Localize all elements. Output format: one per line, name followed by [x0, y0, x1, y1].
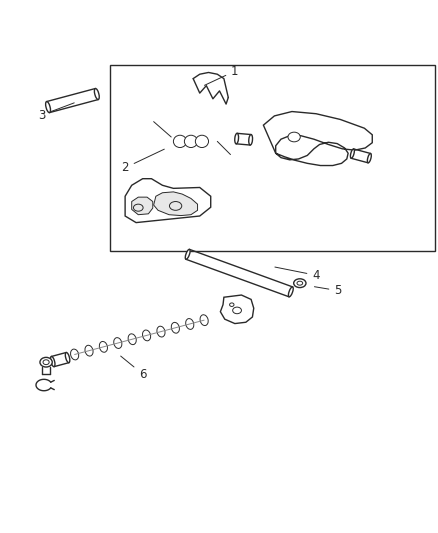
Ellipse shape [171, 322, 179, 333]
Text: 2: 2 [121, 149, 164, 174]
Ellipse shape [40, 357, 52, 367]
Ellipse shape [185, 319, 193, 329]
Polygon shape [131, 197, 152, 215]
Text: 6: 6 [120, 356, 146, 381]
Ellipse shape [297, 281, 302, 285]
Polygon shape [153, 192, 197, 215]
Text: 4: 4 [274, 267, 319, 282]
Ellipse shape [350, 149, 353, 158]
Ellipse shape [232, 307, 241, 314]
Ellipse shape [287, 132, 300, 142]
Ellipse shape [128, 334, 136, 345]
Ellipse shape [50, 357, 55, 367]
Ellipse shape [94, 88, 99, 100]
Ellipse shape [85, 345, 93, 356]
Ellipse shape [229, 303, 233, 306]
Ellipse shape [184, 135, 197, 148]
Ellipse shape [65, 352, 70, 362]
Polygon shape [263, 111, 371, 166]
Ellipse shape [99, 342, 107, 352]
Ellipse shape [142, 330, 150, 341]
Ellipse shape [367, 154, 371, 163]
Ellipse shape [195, 135, 208, 148]
Ellipse shape [293, 279, 305, 288]
Ellipse shape [113, 337, 122, 349]
Ellipse shape [248, 134, 252, 145]
Ellipse shape [71, 349, 78, 360]
Ellipse shape [43, 360, 49, 365]
Ellipse shape [156, 326, 165, 337]
Ellipse shape [173, 135, 186, 148]
Ellipse shape [200, 315, 208, 326]
Text: 1: 1 [204, 64, 238, 85]
Bar [110, 64, 434, 251]
Polygon shape [125, 179, 210, 223]
Ellipse shape [288, 287, 293, 297]
Ellipse shape [185, 249, 190, 259]
Text: 5: 5 [314, 284, 341, 297]
Text: 3: 3 [38, 103, 74, 122]
Ellipse shape [46, 102, 50, 112]
Polygon shape [220, 295, 253, 324]
Ellipse shape [234, 133, 238, 144]
